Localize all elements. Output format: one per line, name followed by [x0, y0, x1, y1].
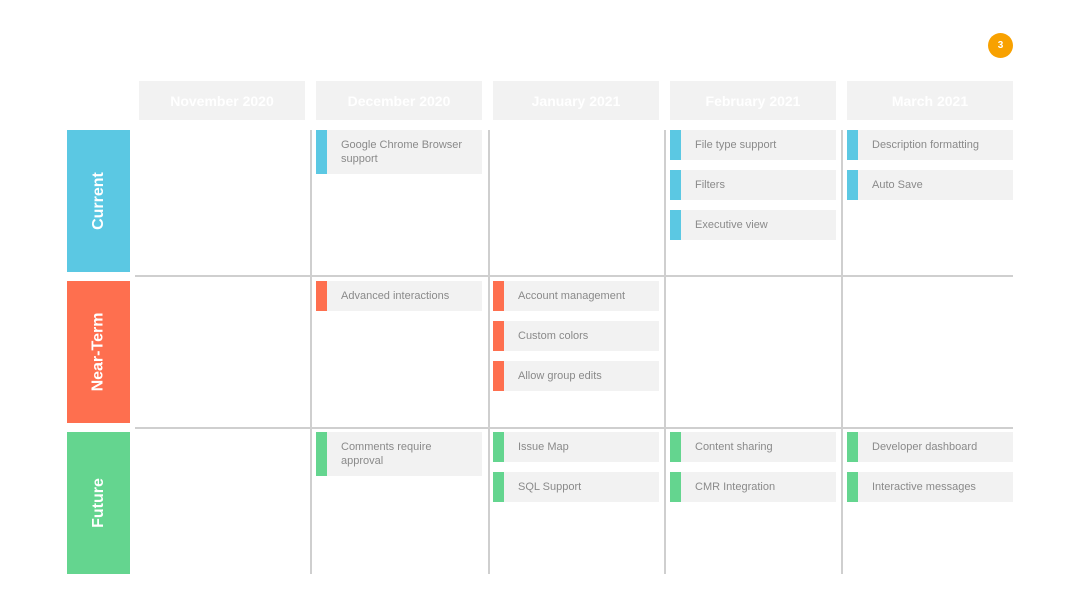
page-number: 3	[988, 33, 1013, 58]
month-header: February 2021	[670, 81, 836, 120]
task-card: SQL Support	[493, 472, 659, 502]
column-divider	[488, 130, 490, 574]
card-stripe	[847, 472, 858, 502]
cell: Issue Map SQL Support	[493, 432, 659, 502]
month-header: November 2020	[139, 81, 305, 120]
lane-title: Future	[89, 478, 107, 528]
row-divider	[135, 275, 1013, 277]
task-card: Content sharing	[670, 432, 836, 462]
month-header: January 2021	[493, 81, 659, 120]
cell: Google Chrome Browser support	[316, 130, 482, 174]
column-divider	[664, 130, 666, 574]
card-stripe	[316, 432, 327, 476]
cell: File type support Filters Executive view	[670, 130, 836, 240]
task-card: Developer dashboard	[847, 432, 1013, 462]
cell: Description formatting Auto Save	[847, 130, 1013, 200]
task-card: Account management	[493, 281, 659, 311]
task-card: File type support	[670, 130, 836, 160]
lane-label: Near-Term	[67, 281, 130, 423]
month-header: March 2021	[847, 81, 1013, 120]
card-stripe	[847, 130, 858, 160]
lane-label: Future	[67, 432, 130, 574]
column-divider	[841, 130, 843, 574]
card-stripe	[670, 170, 681, 200]
card-stripe	[670, 432, 681, 462]
task-card: Allow group edits	[493, 361, 659, 391]
task-card: Advanced interactions	[316, 281, 482, 311]
task-card: CMR Integration	[670, 472, 836, 502]
card-stripe	[493, 472, 504, 502]
task-card: Comments require approval	[316, 432, 482, 476]
cell: Advanced interactions	[316, 281, 482, 311]
card-stripe	[847, 170, 858, 200]
task-card: Description formatting	[847, 130, 1013, 160]
task-card: Google Chrome Browser support	[316, 130, 482, 174]
card-stripe	[847, 432, 858, 462]
task-card: Custom colors	[493, 321, 659, 351]
task-card: Auto Save	[847, 170, 1013, 200]
task-card: Interactive messages	[847, 472, 1013, 502]
card-stripe	[670, 210, 681, 240]
column-divider	[310, 130, 312, 574]
month-header: December 2020	[316, 81, 482, 120]
card-stripe	[493, 281, 504, 311]
task-card: Filters	[670, 170, 836, 200]
card-stripe	[316, 130, 327, 174]
task-card: Executive view	[670, 210, 836, 240]
task-card: Issue Map	[493, 432, 659, 462]
lane-label: Current	[67, 130, 130, 272]
card-stripe	[493, 432, 504, 462]
card-stripe	[493, 321, 504, 351]
lane-title: Near-Term	[89, 312, 107, 392]
lane-title: Current	[89, 172, 107, 230]
cell: Developer dashboard Interactive messages	[847, 432, 1013, 502]
card-stripe	[493, 361, 504, 391]
card-stripe	[316, 281, 327, 311]
card-stripe	[670, 472, 681, 502]
row-divider	[135, 427, 1013, 429]
cell: Comments require approval	[316, 432, 482, 476]
card-stripe	[670, 130, 681, 160]
cell: Content sharing CMR Integration	[670, 432, 836, 502]
cell: Account management Custom colors Allow gro…	[493, 281, 659, 391]
